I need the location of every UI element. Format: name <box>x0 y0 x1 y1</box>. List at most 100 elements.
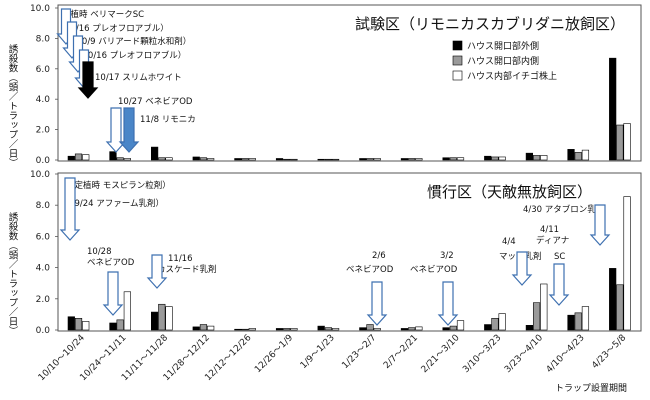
bar <box>449 325 457 331</box>
bar <box>290 158 298 161</box>
bar <box>109 322 117 331</box>
bar <box>442 157 450 161</box>
legend-swatch-inside <box>452 55 463 66</box>
bar <box>525 152 533 161</box>
bar <box>415 326 423 331</box>
treatment-annotation: 11/8 リモニカ <box>140 115 196 125</box>
bar <box>449 157 457 161</box>
bar <box>324 158 332 161</box>
treatment-annotation: （10/9 バリアード顆粒水和剤） <box>68 36 191 47</box>
treatment-annotation: 4/30 アタブロン乳剤 <box>523 204 604 215</box>
bar <box>207 325 215 331</box>
y-tick-label: 2.0 <box>36 295 51 305</box>
bar <box>151 146 159 161</box>
treatment-annotation: 11/16 <box>168 254 193 264</box>
bar <box>609 57 617 161</box>
bar <box>532 302 541 331</box>
legend: ハウス開口部外側 ハウス開口部内側 ハウス内部イチゴ株上 <box>452 40 557 82</box>
treatment-annotation: 4/11 <box>540 225 559 235</box>
bar <box>400 328 409 331</box>
x-tick-label: 3/10～3/23 <box>461 333 503 375</box>
y-axis-label: 誘殺数（頭／トラップ／日） <box>7 211 19 335</box>
bar <box>275 328 284 331</box>
treatment-arrow <box>102 271 124 316</box>
y-tick-label: 0.0 <box>36 326 51 336</box>
bar <box>491 317 499 331</box>
bar <box>456 320 465 331</box>
x-tick-label: 2/21～3/10 <box>420 333 462 375</box>
bar <box>192 326 200 331</box>
bar <box>317 325 325 331</box>
bar <box>82 154 90 161</box>
treatment-annotation: （10/16 プレオフロアブル） <box>74 50 186 61</box>
treatment-annotation: 4/4 <box>502 237 516 247</box>
bar <box>165 306 173 331</box>
treatment-annotation: SC <box>554 252 565 262</box>
bar <box>158 157 166 161</box>
bar <box>442 327 450 331</box>
bar <box>540 155 548 161</box>
bar <box>324 327 332 331</box>
bar <box>366 324 374 331</box>
treatment-annotation: 2/6 <box>372 251 386 261</box>
treatment-annotation: ベネビアOD <box>87 258 135 268</box>
bar <box>574 312 582 331</box>
treatment-arrow <box>366 281 388 326</box>
y-tick-label: 10.0 <box>30 4 50 14</box>
bar <box>123 158 131 161</box>
bar <box>532 155 541 161</box>
x-tick-label: 4/10～4/23 <box>545 333 587 375</box>
bar <box>484 155 492 161</box>
bar <box>415 158 423 161</box>
y-tick-label: 6.0 <box>36 65 51 75</box>
bar <box>192 156 200 161</box>
panel-top-title: 試験区（リモニカスカブリダニ放飼区） <box>355 15 625 33</box>
bar <box>275 158 284 161</box>
bar <box>567 314 575 331</box>
bar <box>199 157 208 161</box>
bar <box>109 151 117 161</box>
treatment-arrow <box>146 254 168 289</box>
treatment-arrow <box>589 204 611 246</box>
bar <box>74 153 83 161</box>
bar <box>408 327 416 331</box>
treatment-annotation: カスケード乳剤 <box>157 264 217 275</box>
x-axis-title: トラップ設置期間 <box>555 382 627 394</box>
bar <box>248 328 256 331</box>
treatment-annotation: 定植時 ベリマークSC <box>62 9 144 20</box>
treatment-arrow <box>437 281 459 326</box>
bar <box>525 325 533 331</box>
x-tick-label: 1/9～1/23 <box>299 333 337 371</box>
x-tick-label: 1/23～2/7 <box>340 333 378 371</box>
treatment-arrow <box>59 177 81 241</box>
x-tick-label: 3/23～4/10 <box>503 333 545 375</box>
treatment-annotation: （定植時 モスピラン粒剤） <box>66 180 171 191</box>
x-tick-label: 12/26～1/9 <box>253 333 295 375</box>
bar <box>241 158 249 161</box>
treatment-annotation: ベネビアOD <box>346 265 394 275</box>
bar <box>456 157 465 161</box>
y-tick-label: 10.0 <box>30 170 50 180</box>
bar <box>123 291 131 331</box>
y-axis-label: 誘殺数（頭／トラップ／日） <box>7 43 19 167</box>
bar <box>331 158 340 161</box>
treatment-arrow <box>511 251 533 286</box>
treatment-arrow <box>77 61 99 99</box>
x-tick-label: 4/23～5/8 <box>590 333 628 371</box>
bar <box>574 152 582 161</box>
bar <box>74 317 83 331</box>
bar <box>151 311 159 331</box>
bar <box>616 124 624 161</box>
legend-swatch-outside <box>452 40 463 51</box>
bar <box>581 149 590 161</box>
bar <box>623 196 631 331</box>
bar <box>290 328 298 331</box>
bar <box>116 157 124 161</box>
treatment-annotation: 10/17 スリムホワイト <box>95 73 182 83</box>
panel-0: 0.0 2.0 4.0 6.0 8.0 10.0 誘殺数（頭／トラップ／日） 定植時 ベリマー… <box>7 4 631 168</box>
bar <box>540 283 548 331</box>
bar <box>241 328 249 331</box>
bar <box>67 316 75 331</box>
